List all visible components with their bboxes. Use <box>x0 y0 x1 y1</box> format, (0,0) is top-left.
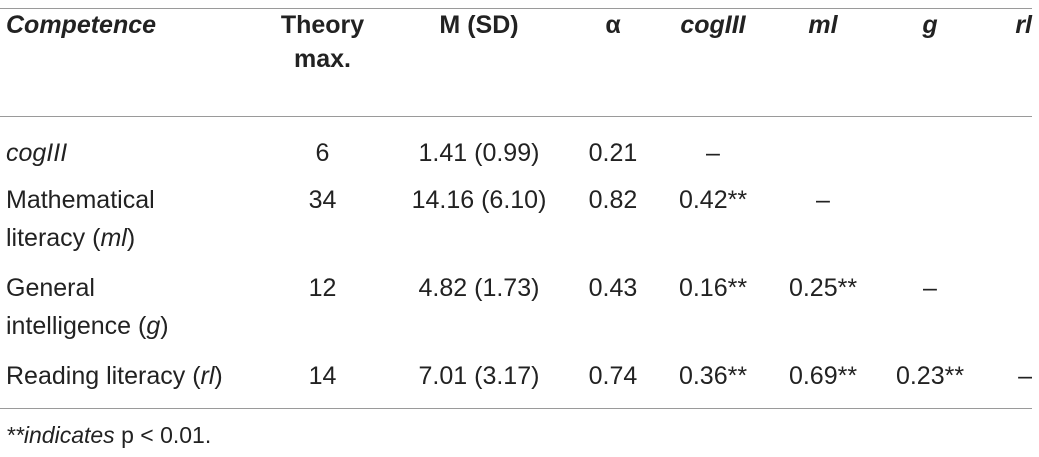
table-row: Reading literacy (rl) 14 7.01 (3.17) 0.7… <box>0 357 1032 404</box>
footnote-italic: **indicates <box>6 422 115 448</box>
header-rl: rl <box>1015 11 1032 39</box>
cell-g: 0.23** <box>895 362 965 390</box>
cell-ml: 0.25** <box>788 274 858 302</box>
bottom-rule <box>0 408 1032 409</box>
cell-m-sd: 1.41 (0.99) <box>418 139 540 167</box>
row-label: Mathematical literacy (ml) <box>0 181 255 269</box>
table-footnote: **indicates p < 0.01. <box>6 420 211 450</box>
row-label-line2-pre: literacy ( <box>6 224 101 252</box>
table-row: cogIII 6 1.41 (0.99) 0.21 – <box>0 116 1032 181</box>
cell-theory-max: 12 <box>308 274 337 302</box>
top-rule <box>0 8 1032 9</box>
row-label-abbr: g <box>146 312 161 340</box>
cell-m-sd: 14.16 (6.10) <box>411 186 547 214</box>
row-label: cogIII <box>6 139 68 167</box>
cell-alpha: 0.43 <box>588 274 638 302</box>
header-g: g <box>922 11 938 39</box>
header-cogiii: cogIII <box>680 11 746 39</box>
cell-cogiii: – <box>706 139 720 167</box>
cell-theory-max: 14 <box>308 362 337 390</box>
cell-alpha: 0.74 <box>588 362 638 390</box>
cell-cogiii: 0.42** <box>678 186 748 214</box>
cell-rl <box>982 181 1032 269</box>
header-row: Competence Theory max. M (SD) α cogIII m… <box>0 8 1032 116</box>
header-rule <box>0 116 1032 117</box>
row-label-abbr: ml <box>100 224 127 252</box>
row-label: Reading literacy (rl) <box>0 357 255 404</box>
table-row: General intelligence (g) 12 4.82 (1.73) 0… <box>0 269 1032 357</box>
cell-g: – <box>923 274 937 302</box>
header-ml: ml <box>808 11 838 39</box>
header-theory-max: Theory max. <box>280 11 365 73</box>
row-label-line1: Mathematical <box>6 186 155 214</box>
cell-ml: 0.69** <box>788 362 858 390</box>
cell-g <box>878 116 982 181</box>
cell-rl: – <box>1018 362 1032 390</box>
cell-alpha: 0.21 <box>588 139 638 167</box>
cell-cogiii: 0.16** <box>678 274 748 302</box>
row-label: General intelligence (g) <box>0 269 255 357</box>
competence-table: Competence Theory max. M (SD) α cogIII m… <box>0 8 1032 404</box>
row-label-abbr: rl <box>200 362 215 390</box>
cell-m-sd: 4.82 (1.73) <box>418 274 540 302</box>
footnote-rest: p < 0.01. <box>114 422 212 448</box>
header-competence: Competence <box>6 11 157 39</box>
row-label-post: ) <box>214 362 223 390</box>
cell-rl <box>982 269 1032 357</box>
cell-g <box>878 181 982 269</box>
cell-rl <box>982 116 1032 181</box>
row-label-line2-post: ) <box>160 312 169 340</box>
table-row: Mathematical literacy (ml) 34 14.16 (6.10… <box>0 181 1032 269</box>
cell-theory-max: 34 <box>308 186 337 214</box>
header-m-sd: M (SD) <box>439 11 519 39</box>
cell-ml: – <box>816 186 830 214</box>
cell-cogiii: 0.36** <box>678 362 748 390</box>
row-label-pre: Reading literacy ( <box>6 362 201 390</box>
row-label-line2-pre: intelligence ( <box>6 312 147 340</box>
row-label-line2-post: ) <box>126 224 136 252</box>
cell-alpha: 0.82 <box>588 186 638 214</box>
header-alpha: α <box>605 11 621 39</box>
cell-ml <box>768 116 878 181</box>
row-label-line1: General <box>6 274 95 302</box>
cell-theory-max: 6 <box>315 139 330 167</box>
cell-m-sd: 7.01 (3.17) <box>418 362 540 390</box>
